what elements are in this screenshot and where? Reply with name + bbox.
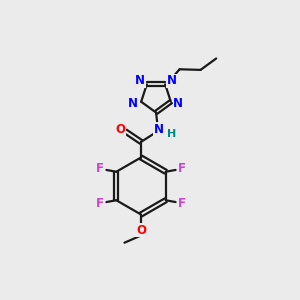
- Text: F: F: [178, 197, 186, 210]
- Text: F: F: [96, 162, 104, 175]
- Text: O: O: [136, 224, 146, 237]
- Text: O: O: [115, 122, 125, 136]
- Text: F: F: [96, 197, 104, 210]
- Text: N: N: [135, 74, 145, 87]
- Text: N: N: [128, 97, 138, 110]
- Text: N: N: [173, 97, 183, 110]
- Text: H: H: [167, 129, 176, 139]
- Text: N: N: [167, 74, 177, 87]
- Text: N: N: [154, 122, 164, 136]
- Text: F: F: [178, 162, 186, 175]
